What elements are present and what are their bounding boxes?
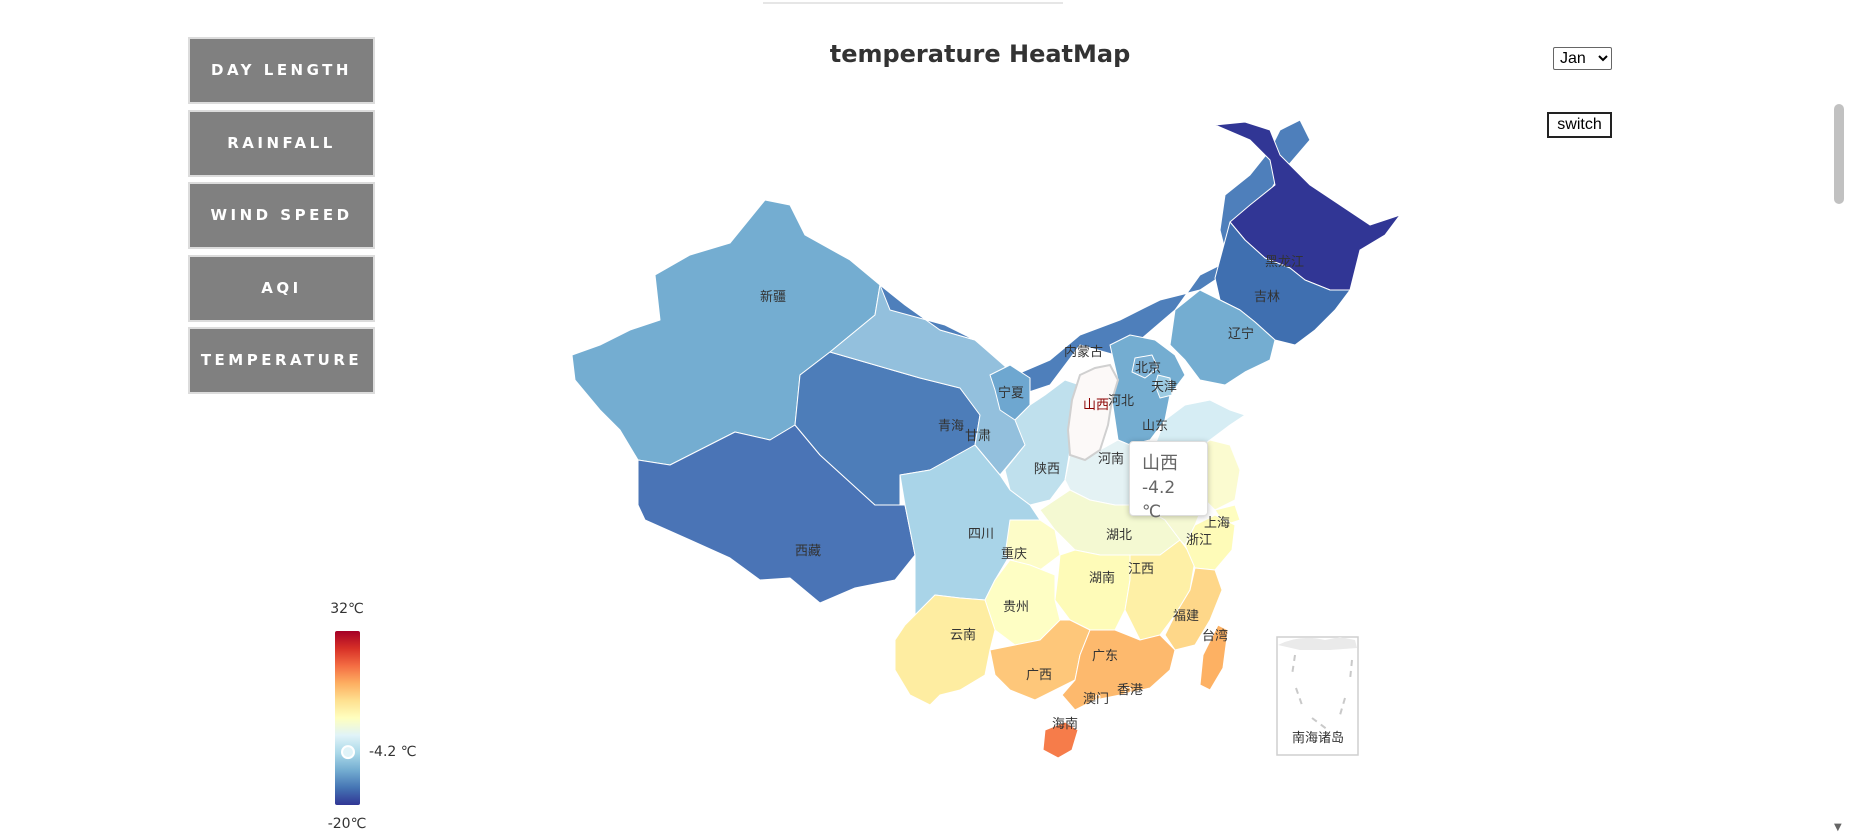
menu-button-rainfall[interactable]: RAINFALL [188, 109, 375, 177]
scroll-down-arrow-icon[interactable]: ▼ [1834, 822, 1842, 833]
province-beijing[interactable] [1131, 354, 1159, 379]
label-tibet: 西藏 [795, 544, 821, 559]
inset-coast [1278, 637, 1357, 650]
menu-button-day-length[interactable]: DAY LENGTH [188, 37, 375, 104]
map-tooltip: 山西 -4.2 ℃ [1129, 441, 1208, 522]
label-guizhou: 贵州 [1003, 600, 1029, 615]
label-chongqing: 重庆 [1001, 546, 1027, 562]
label-heilongjiang: 黑龙江 [1265, 255, 1304, 270]
tooltip-province: 山西 [1142, 453, 1178, 474]
south-china-sea-inset [1276, 636, 1359, 756]
province-liaoning[interactable] [1169, 289, 1276, 386]
label-qinghai: 青海 [938, 419, 964, 434]
province-tibet[interactable] [637, 424, 916, 604]
label-inner-mongolia: 内蒙古 [1064, 344, 1103, 360]
province-chongqing[interactable] [1004, 519, 1061, 571]
label-yunnan: 云南 [950, 627, 976, 643]
legend-max-label: 32℃ [330, 601, 364, 617]
label-hainan: 海南 [1052, 716, 1078, 732]
label-macau: 澳门 [1083, 691, 1109, 707]
label-guangdong: 广东 [1092, 649, 1118, 664]
label-jiangxi: 江西 [1128, 562, 1154, 577]
province-guangdong[interactable] [1061, 629, 1176, 711]
label-shaanxi: 陕西 [1034, 462, 1060, 477]
province-guizhou[interactable] [984, 559, 1061, 646]
label-tianjin: 天津 [1151, 380, 1177, 395]
label-fujian: 福建 [1173, 609, 1199, 624]
legend: 32℃ -20℃ -4.2 ℃ [328, 601, 417, 832]
label-hubei: 湖北 [1106, 528, 1132, 543]
label-hebei: 河北 [1108, 394, 1134, 409]
province-fujian[interactable] [1164, 567, 1223, 651]
label-gansu: 甘肃 [965, 429, 991, 444]
switch-button[interactable]: switch [1547, 112, 1612, 138]
top-divider [763, 2, 1063, 4]
menu-button-temperature[interactable]: TEMPERATURE [188, 327, 375, 394]
scrollbar-thumb[interactable] [1834, 104, 1844, 204]
legend-min-label: -20℃ [328, 816, 367, 832]
province-hongkong[interactable] [1124, 686, 1132, 694]
label-sichuan: 四川 [968, 527, 994, 542]
province-taiwan[interactable] [1199, 624, 1229, 691]
province-tianjin[interactable] [1154, 374, 1173, 399]
menu-button-aqi[interactable]: AQI [188, 254, 375, 322]
tooltip-value: -4.2 ℃ [1142, 478, 1176, 522]
legend-color-bar[interactable] [335, 631, 360, 805]
province-labels: 新疆 西藏 青海 甘肃 内蒙古 黑龙江 吉林 辽宁 宁夏 陕西 山西 河北 北京… [760, 255, 1344, 746]
label-liaoning: 辽宁 [1228, 326, 1254, 342]
label-taiwan: 台湾 [1202, 628, 1228, 644]
label-ningxia: 宁夏 [998, 385, 1024, 401]
label-shanghai: 上海 [1204, 516, 1230, 531]
province-yunnan[interactable] [894, 594, 996, 706]
page-scrollbar[interactable] [1832, 0, 1852, 837]
label-hunan: 湖南 [1089, 570, 1115, 586]
side-menu: DAY LENGTH RAINFALL WIND SPEED AQI TEMPE… [188, 37, 375, 400]
province-shapes [571, 119, 1401, 759]
map-title: temperature HeatMap [829, 40, 1131, 68]
legend-pointer-value: -4.2 ℃ [369, 744, 417, 760]
label-xinjiang: 新疆 [760, 289, 786, 305]
province-hunan[interactable] [1054, 549, 1131, 631]
label-guangxi: 广西 [1026, 668, 1052, 683]
label-south-china-sea: 南海诸岛 [1292, 730, 1344, 746]
province-macau[interactable] [1095, 694, 1101, 700]
legend-pointer-handle[interactable] [341, 745, 355, 760]
shanxi-highlight-outline [1066, 363, 1120, 462]
province-hainan[interactable] [1042, 721, 1079, 759]
month-select[interactable]: Jan [1553, 47, 1612, 70]
label-shanxi: 山西 [1083, 398, 1109, 413]
label-hongkong: 香港 [1117, 683, 1143, 698]
menu-button-wind-speed[interactable]: WIND SPEED [188, 182, 375, 249]
label-shandong: 山东 [1142, 419, 1168, 434]
label-zhejiang: 浙江 [1186, 533, 1212, 548]
inset-frame [1276, 636, 1359, 756]
label-beijing: 北京 [1135, 361, 1161, 376]
label-henan: 河南 [1098, 451, 1124, 467]
label-jilin: 吉林 [1254, 290, 1280, 305]
